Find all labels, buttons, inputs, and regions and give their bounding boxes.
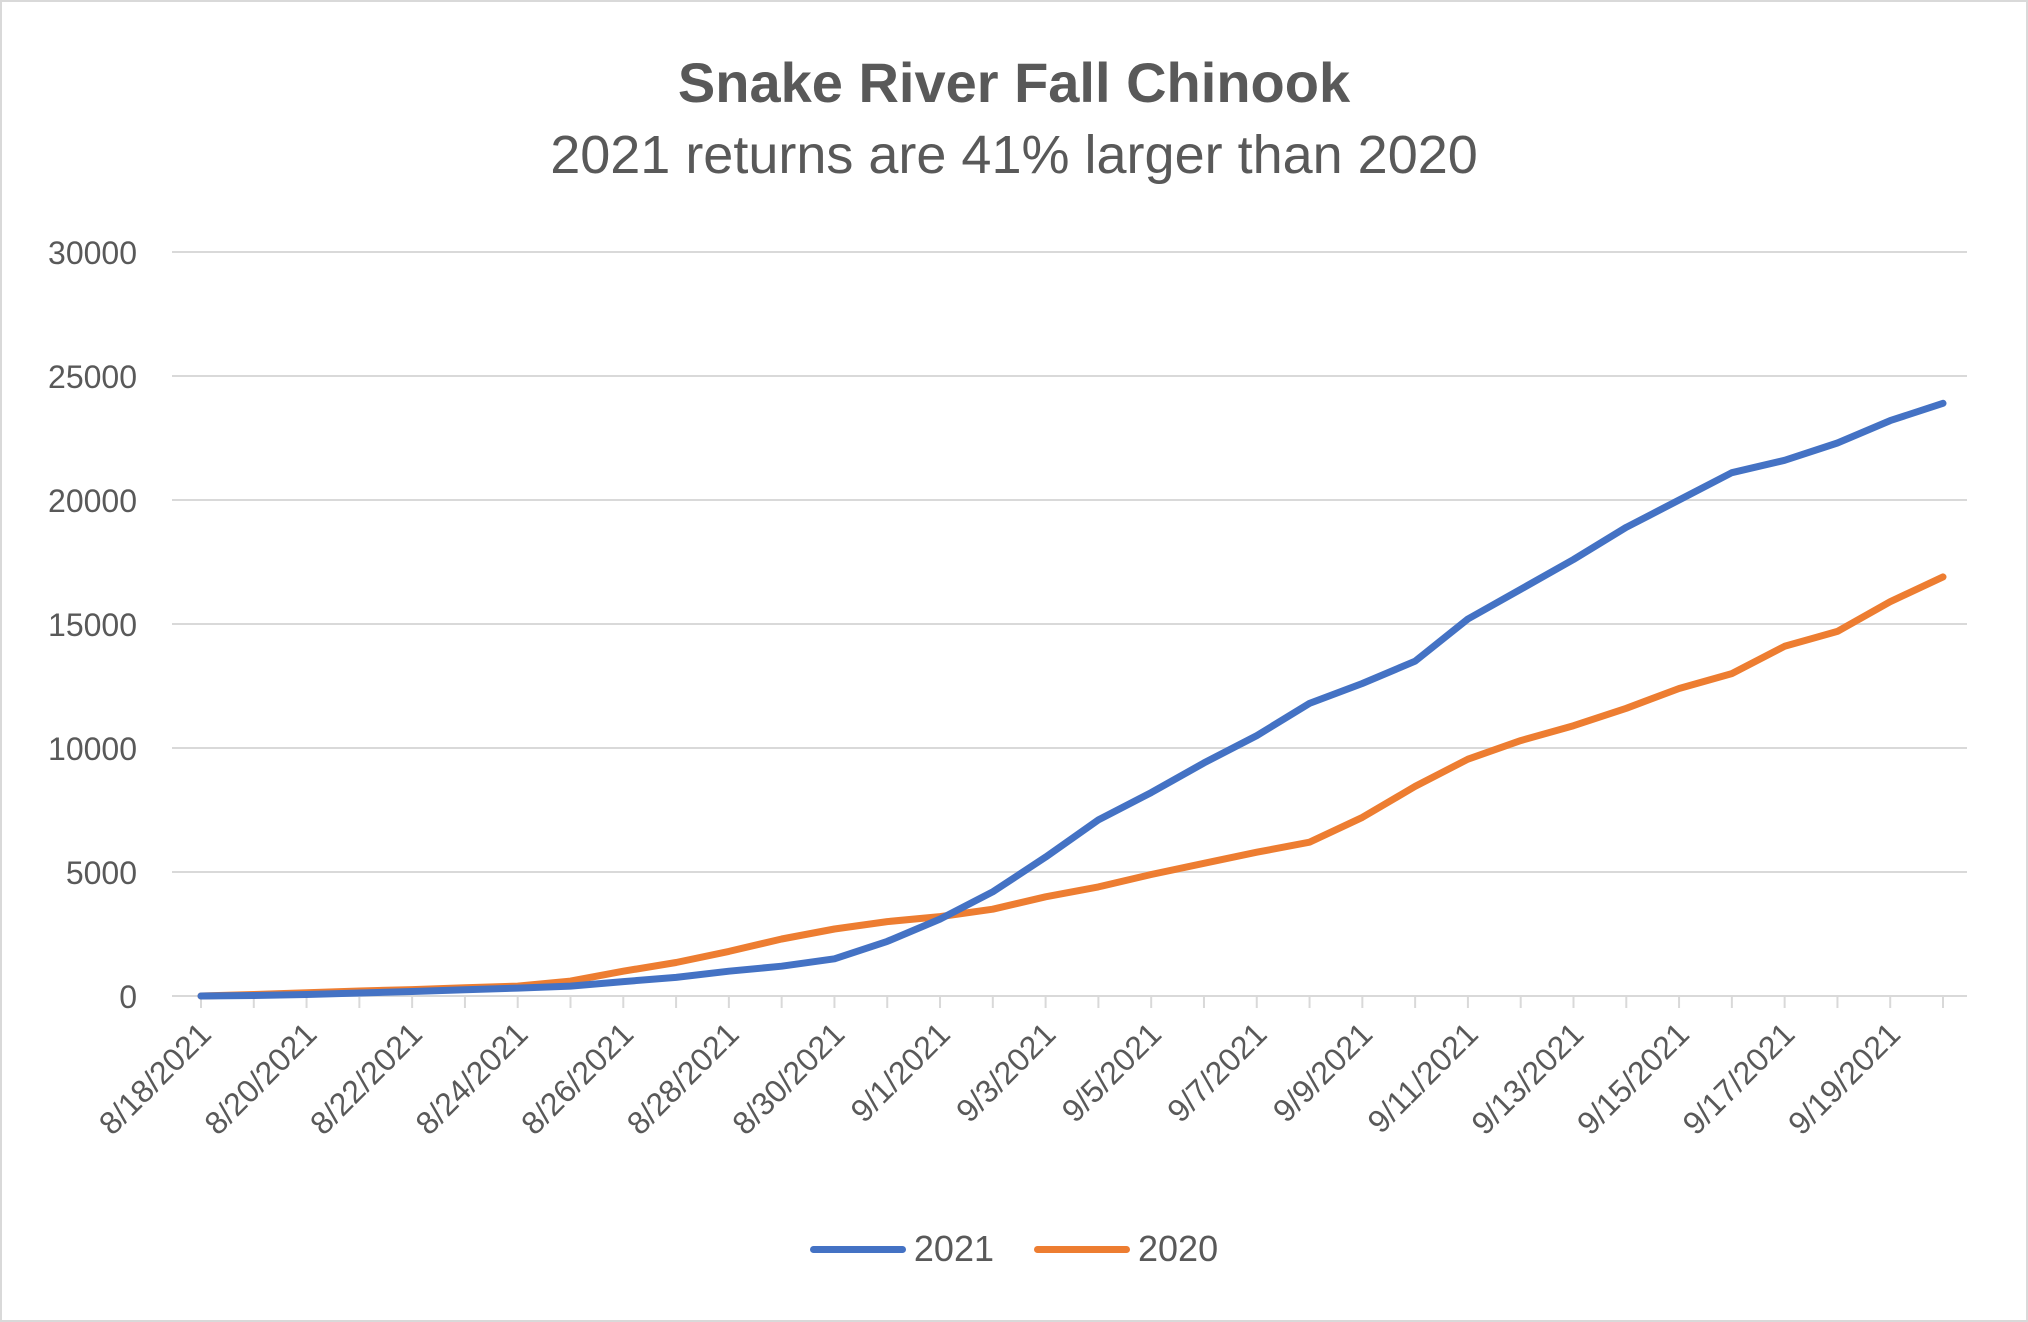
y-tick-label: 30000 (48, 235, 137, 271)
x-tick-label: 9/11/2021 (1360, 1015, 1484, 1139)
x-tick-label: 8/20/2021 (197, 1015, 323, 1141)
x-tick-label: 8/28/2021 (620, 1015, 746, 1141)
series-line-2020 (197, 573, 1947, 1000)
x-tick-label: 8/22/2021 (303, 1015, 429, 1141)
x-tick-label: 8/18/2021 (92, 1015, 218, 1141)
series-line-2021 (197, 399, 1947, 1000)
legend-swatch-2021 (809, 1245, 906, 1253)
legend-label-2021: 2021 (913, 1228, 994, 1269)
legend-item-2020: 2020 (1034, 1228, 1218, 1270)
x-tick-label: 8/26/2021 (514, 1015, 640, 1141)
x-tick-label: 9/13/2021 (1464, 1015, 1590, 1141)
y-tick-label: 20000 (48, 483, 137, 519)
legend-item-2021: 2021 (809, 1228, 994, 1270)
y-tick-label: 10000 (48, 731, 137, 767)
x-tick-label: 8/24/2021 (409, 1015, 535, 1141)
y-tick-label: 5000 (66, 855, 137, 891)
x-tick-label: 9/15/2021 (1570, 1015, 1696, 1141)
y-tick-label: 25000 (48, 359, 137, 395)
x-tick-label: 9/19/2021 (1781, 1015, 1907, 1141)
x-tick-label: 9/17/2021 (1675, 1015, 1801, 1141)
chart-subtitle: 2021 returns are 41% larger than 2020 (550, 125, 1478, 185)
legend-label-2020: 2020 (1138, 1228, 1219, 1269)
y-tick-label: 0 (119, 979, 137, 1015)
x-tick-label: 9/3/2021 (949, 1015, 1063, 1129)
x-tick-label: 9/5/2021 (1055, 1015, 1169, 1129)
legend-swatch-2020 (1034, 1245, 1130, 1253)
legend: 2021 2020 (2, 1228, 2026, 1270)
chart-title: Snake River Fall Chinook (677, 51, 1351, 114)
x-tick-label: 8/30/2021 (725, 1015, 851, 1141)
x-tick-label: 9/1/2021 (843, 1015, 957, 1129)
x-tick-label: 9/7/2021 (1160, 1015, 1274, 1129)
y-tick-label: 15000 (48, 607, 137, 643)
